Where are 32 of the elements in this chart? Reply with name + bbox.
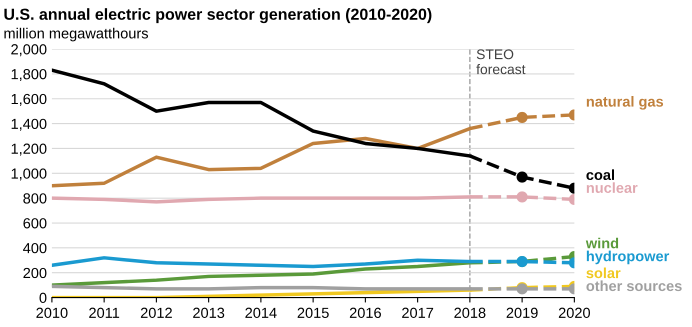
y-tick-label: 1,000	[12, 168, 46, 180]
x-tick-label: 2011	[89, 308, 120, 318]
x-tick-label: 2013	[193, 308, 224, 318]
ref-line-label: STEO forecast	[476, 49, 526, 74]
x-tick-label: 2020	[558, 308, 590, 318]
x-tick-label: 2017	[402, 308, 434, 318]
series-label: solar	[586, 268, 620, 278]
y-tick-label: 1,800	[12, 69, 46, 82]
x-tick-label: 2019	[506, 308, 538, 318]
y-tick-label: 1,600	[12, 94, 46, 106]
series-label: wind	[586, 238, 618, 248]
y-axis-title: million megawatthours	[4, 28, 148, 42]
y-tick-label: 2,000	[11, 44, 46, 56]
chart-title: U.S. annual electric power sector generation (2010-2020)	[4, 8, 432, 24]
y-tick-label: 200	[23, 268, 46, 278]
y-tick-label: 800	[23, 193, 46, 204]
y-tick-label: 1,400	[12, 118, 46, 131]
series-label: other sources	[586, 280, 682, 292]
y-tick-label: 400	[23, 242, 46, 254]
x-tick-label: 2016	[350, 308, 381, 318]
y-tick-label: 600	[23, 218, 46, 228]
x-tick-label: 2012	[140, 308, 172, 318]
x-tick-label: 2014	[245, 308, 277, 318]
x-tick-label: 2010	[36, 308, 68, 318]
series-label: coal	[586, 169, 614, 180]
y-tick-label: 0	[40, 292, 46, 303]
series-label: nuclear	[586, 182, 638, 193]
y-tick-label: 1,200	[12, 144, 46, 156]
x-tick-label: 2015	[298, 308, 329, 318]
series-label: natural gas	[586, 96, 664, 110]
x-tick-label: 2018	[454, 308, 486, 318]
series-label: hydropower	[586, 250, 670, 264]
